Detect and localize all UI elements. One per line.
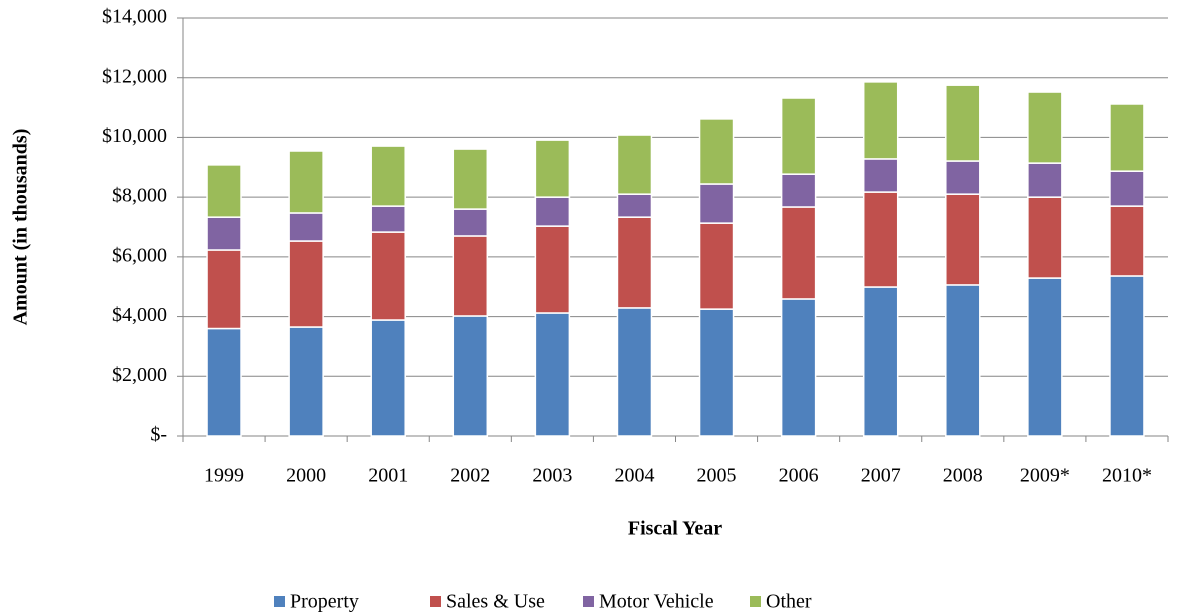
legend-swatch (583, 596, 594, 607)
bar-segment (945, 284, 981, 437)
y-tick-label: $- (150, 424, 167, 446)
bar-segment (452, 208, 489, 237)
x-tick-label: 2007 (861, 465, 901, 487)
bar-segment (1027, 277, 1063, 437)
x-tick-label: 2004 (614, 465, 654, 487)
x-tick-label: 2003 (532, 465, 572, 487)
bar-segment (945, 160, 981, 195)
bar-segment (616, 216, 653, 309)
bar-segment (616, 134, 653, 195)
y-tick-label: $10,000 (102, 125, 167, 147)
y-tick-label: $6,000 (112, 244, 167, 266)
bar-segment (945, 193, 981, 286)
bar-segment (534, 139, 571, 198)
legend-swatch (274, 596, 285, 607)
bar-segment (452, 315, 489, 437)
x-tick-label: 2000 (286, 465, 326, 487)
x-tick-label: 2010* (1102, 465, 1152, 487)
x-tick-label: 1999 (204, 465, 244, 487)
bar-segment (452, 235, 489, 317)
legend-label: Sales & Use (446, 591, 545, 613)
bar-segment (616, 307, 653, 437)
bar-segment (1109, 275, 1145, 437)
bar-segment (206, 164, 242, 218)
x-tick-label: 2001 (368, 465, 408, 487)
legend-label: Property (290, 591, 359, 613)
bar-segment (206, 216, 242, 251)
bar-segment (698, 308, 735, 437)
x-tick-label: 2008 (943, 465, 983, 487)
bar-segment (452, 148, 489, 210)
bar-segment (698, 183, 735, 224)
bar-segment (862, 286, 899, 437)
bar-segment (1109, 103, 1145, 172)
legend-swatch (430, 596, 441, 607)
bar-segment (780, 206, 817, 300)
bar-segment (288, 326, 324, 437)
y-tick-label: $12,000 (102, 65, 167, 87)
legend-swatch (750, 596, 761, 607)
bar-segment (1027, 162, 1063, 198)
bar-segment (534, 225, 571, 314)
bar-segment (370, 231, 406, 321)
bar-segment (1027, 91, 1063, 164)
legend-label: Motor Vehicle (599, 591, 714, 613)
y-tick-label: $2,000 (112, 364, 167, 386)
legend-label: Other (766, 591, 812, 613)
y-tick-label: $8,000 (112, 185, 167, 207)
y-tick-label: $4,000 (112, 304, 167, 326)
bar-segment (1109, 205, 1145, 277)
bar-segment (780, 298, 817, 437)
bar-segment (862, 81, 899, 160)
bar-segment (862, 191, 899, 288)
bar-segment (370, 205, 406, 233)
y-tick-label: $14,000 (102, 6, 167, 28)
bar-segment (616, 193, 653, 218)
bar-segment (288, 212, 324, 242)
bar-segment (534, 196, 571, 227)
bar-segment (780, 97, 817, 175)
bar-segment (1027, 196, 1063, 279)
bar-segment (534, 312, 571, 437)
x-axis-label: Fiscal Year (628, 518, 722, 540)
bar-segment (206, 249, 242, 330)
bar-segment (862, 158, 899, 193)
x-tick-label: 2009* (1020, 465, 1070, 487)
bar-segment (945, 84, 981, 162)
x-tick-label: 2005 (697, 465, 737, 487)
x-tick-label: 2002 (450, 465, 490, 487)
x-tick-label: 2006 (779, 465, 819, 487)
bar-segment (698, 118, 735, 185)
y-axis-label: Amount (in thousands) (10, 129, 32, 326)
bar-segment (288, 150, 324, 214)
bar-segment (370, 145, 406, 207)
bar-segment (370, 319, 406, 437)
bar-segment (1109, 170, 1145, 207)
bar-segment (698, 222, 735, 310)
bar-segment (288, 240, 324, 328)
bar-segment (206, 327, 242, 437)
bar-segment (780, 173, 817, 208)
